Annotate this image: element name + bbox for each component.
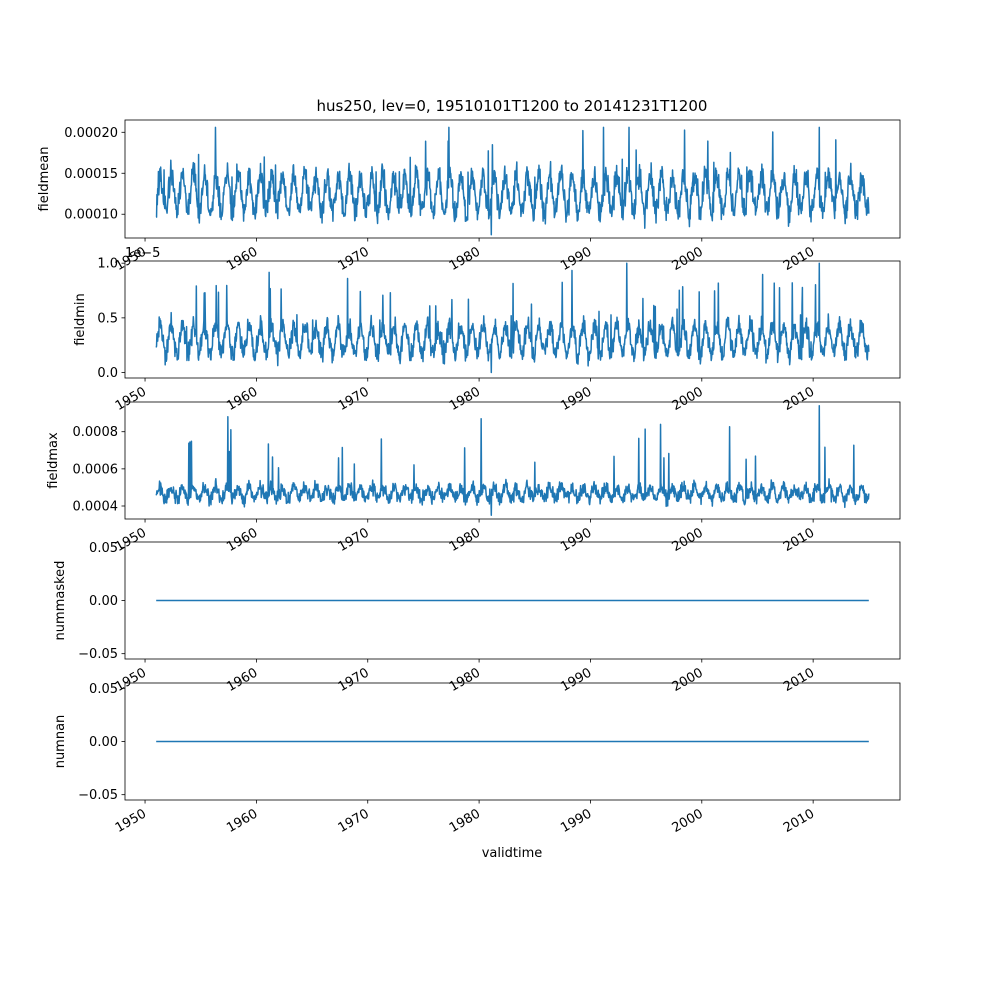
- x-tick-label: 1970: [336, 384, 372, 414]
- y-tick-label: 0.0004: [73, 500, 119, 515]
- y-axis-label-fieldmax: fieldmax: [46, 432, 61, 489]
- x-tick-label: 2010: [781, 244, 817, 274]
- y-tick-label: 0.5: [97, 311, 118, 326]
- y-axis-label-nummasked: nummasked: [53, 561, 68, 641]
- y-axis-label-fieldmean: fieldmean: [37, 147, 52, 212]
- x-tick-label: 1990: [558, 244, 594, 274]
- x-tick-label: 1950: [113, 806, 149, 836]
- y-tick-label: 0.0: [97, 366, 118, 381]
- x-tick-label: 1990: [558, 806, 594, 836]
- x-tick-label: 1960: [224, 525, 260, 555]
- x-tick-label: 1980: [447, 244, 483, 274]
- y-tick-label: 0.0006: [73, 462, 119, 477]
- x-tick-label: 1960: [224, 244, 260, 274]
- x-tick-label: 1950: [113, 384, 149, 414]
- y-tick-label: 0.00020: [64, 126, 118, 141]
- series-line-fieldmean: [155, 126, 870, 236]
- x-tick-label: 1980: [447, 525, 483, 555]
- x-tick-label: 1950: [113, 525, 149, 555]
- x-tick-label: 1960: [224, 384, 260, 414]
- x-tick-label: 1970: [336, 806, 372, 836]
- x-tick-label: 1950: [113, 665, 149, 695]
- x-tick-label: 2010: [781, 525, 817, 555]
- y-tick-label: −0.05: [78, 788, 118, 803]
- panel-numnan: −0.05 0.00 0.05 1950 1960 1970 1980 1990 2000 201…: [53, 682, 901, 836]
- x-tick-label: 2010: [781, 806, 817, 836]
- x-tick-label: 1970: [336, 525, 372, 555]
- y-tick-label: 0.05: [89, 682, 118, 697]
- x-tick-label: 1960: [224, 665, 260, 695]
- x-tick-label: 1980: [447, 384, 483, 414]
- y-tick-label: −0.05: [78, 647, 118, 662]
- y-tick-label: 0.05: [89, 541, 118, 556]
- series-line-fieldmin: [155, 262, 870, 374]
- y-axis-label-numnan: numnan: [53, 715, 68, 769]
- axes-frame-fieldmax: [124, 401, 901, 520]
- panel-fieldmin: 0.0 0.5 1.0 1950 1960 1970 1980 1990 2000 2010 fie…: [73, 246, 901, 414]
- y-tick-label: 0.00010: [64, 208, 118, 223]
- y-tick-label: 0.00015: [64, 167, 118, 182]
- y-offset-label: 1e−5: [125, 246, 160, 261]
- x-tick-label: 1980: [447, 806, 483, 836]
- x-axis-label: validtime: [482, 846, 543, 861]
- axes-frame-fieldmin: [124, 260, 901, 379]
- series-line-fieldmax: [155, 404, 870, 517]
- x-tick-label: 2000: [670, 384, 706, 414]
- x-tick-label: 1970: [336, 665, 372, 695]
- axes-frame-fieldmean: [124, 119, 901, 239]
- figure-title: hus250, lev=0, 19510101T1200 to 20141231…: [317, 97, 708, 115]
- x-tick-label: 2000: [670, 525, 706, 555]
- x-tick-label: 1960: [224, 806, 260, 836]
- x-tick-label: 2000: [670, 806, 706, 836]
- x-tick-label: 1980: [447, 665, 483, 695]
- x-tick-label: 2010: [781, 665, 817, 695]
- y-axis-label-fieldmin: fieldmin: [73, 293, 88, 346]
- x-tick-label: 1990: [558, 665, 594, 695]
- x-tick-label: 1990: [558, 525, 594, 555]
- y-tick-label: 0.00: [89, 735, 118, 750]
- x-tick-label: 2010: [781, 384, 817, 414]
- x-tick-label: 2000: [670, 665, 706, 695]
- x-tick-label: 1970: [336, 244, 372, 274]
- y-tick-label: 0.00: [89, 594, 118, 609]
- x-tick-label: 2000: [670, 244, 706, 274]
- panel-fieldmax: 0.0004 0.0006 0.0008 1950 1960 1970 1980 1990 20…: [46, 401, 901, 555]
- y-tick-label: 0.0008: [73, 425, 119, 440]
- y-tick-label: 1.0: [97, 257, 118, 272]
- x-tick-label: 1990: [558, 384, 594, 414]
